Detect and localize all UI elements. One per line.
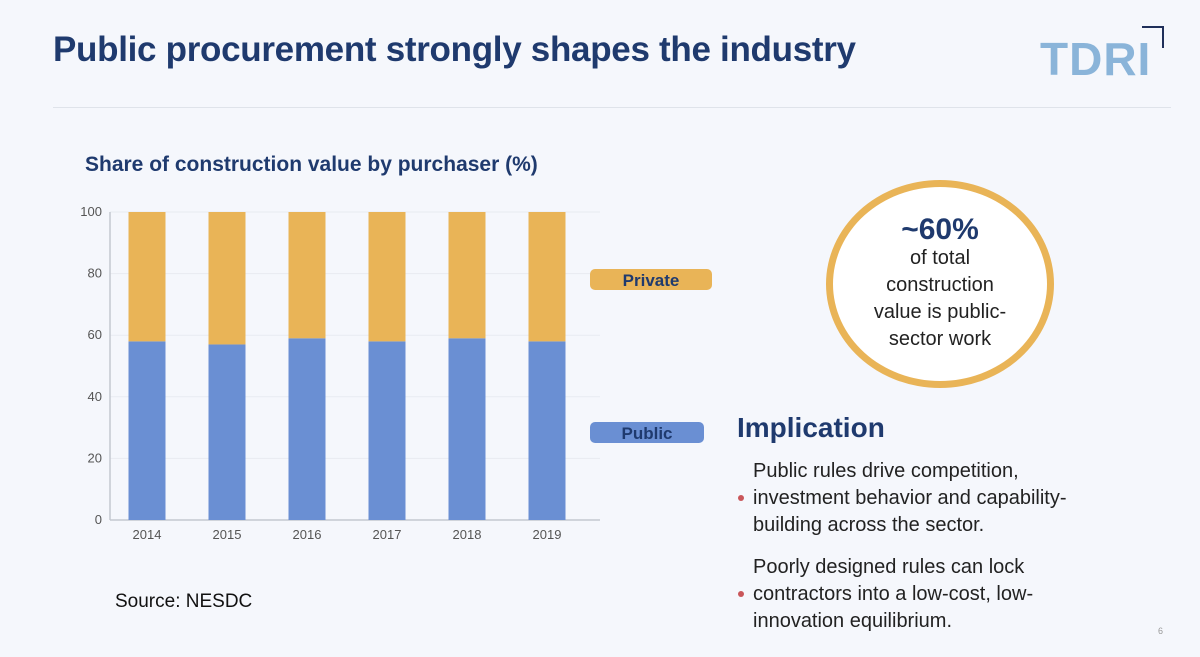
- bar-public-2017: [368, 341, 406, 520]
- x-tick-label: 2014: [133, 527, 162, 542]
- bar-public-2015: [208, 344, 246, 520]
- callout-text: of total construction value is public-se…: [873, 247, 1007, 350]
- y-tick-label: 0: [95, 512, 102, 527]
- legend-public: Public: [590, 422, 704, 443]
- y-tick-label: 20: [88, 450, 102, 465]
- bar-private-2018: [448, 212, 486, 339]
- source-note: Source: NESDC: [115, 591, 253, 612]
- bullet-dot: [738, 495, 744, 501]
- bar-public-2019: [528, 341, 566, 520]
- logo-corner-mark: [1142, 26, 1164, 48]
- legend-private: Private: [590, 269, 712, 290]
- bar-private-2014: [128, 212, 166, 342]
- x-tick-label: 2019: [533, 527, 562, 542]
- bar-public-2014: [128, 341, 166, 520]
- callout-circle: ~60% of total construction value is publ…: [826, 180, 1054, 388]
- bullet-dot: [738, 591, 744, 597]
- stacked-bar-chart: 0 20 40 60 80 100 2014 2015 2016 2017 2018 2019: [80, 204, 600, 542]
- bar-public-2018: [448, 338, 486, 520]
- bar-private-2017: [368, 212, 406, 342]
- tdri-logo: TDRI: [1040, 33, 1152, 85]
- implication-bullet-2: Poorly designed rules can lock contracto…: [753, 556, 1034, 632]
- bar-private-2016: [288, 212, 326, 339]
- x-tick-label: 2015: [213, 527, 242, 542]
- y-tick-label: 80: [88, 266, 102, 281]
- y-tick-label: 100: [80, 204, 102, 219]
- title-divider: [53, 107, 1171, 108]
- bar-private-2019: [528, 212, 566, 342]
- bar-private-2015: [208, 212, 246, 345]
- slide-title: Public procurement strongly shapes the i…: [53, 30, 856, 69]
- page-number: 6: [1158, 626, 1164, 636]
- implication-bullet-1: Public rules drive competition, investme…: [753, 460, 1067, 536]
- x-tick-label: 2018: [453, 527, 482, 542]
- bar-public-2016: [288, 338, 326, 520]
- y-tick-label: 40: [88, 389, 102, 404]
- implication-heading: Implication: [737, 412, 885, 443]
- x-tick-label: 2016: [293, 527, 322, 542]
- y-tick-label: 60: [88, 327, 102, 342]
- x-tick-label: 2017: [373, 527, 402, 542]
- callout-headline: ~60%: [901, 213, 979, 246]
- chart-title: Share of construction value by purchaser…: [85, 153, 538, 176]
